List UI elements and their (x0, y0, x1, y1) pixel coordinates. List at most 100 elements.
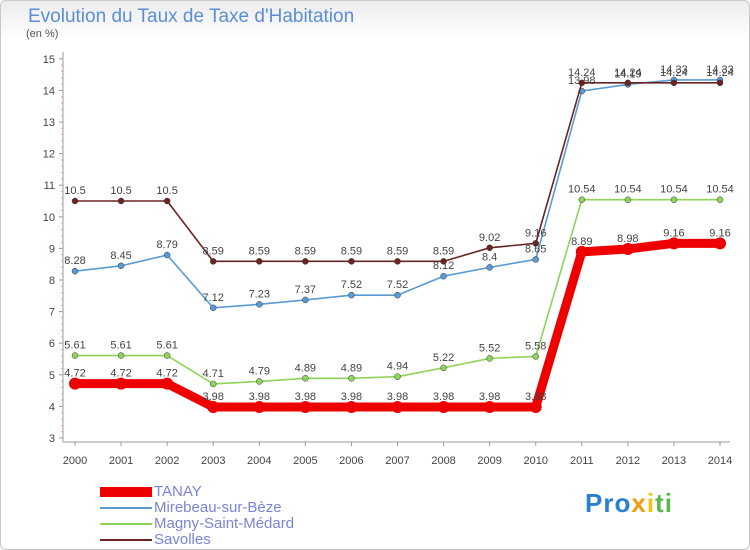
data-label: 10.54 (660, 184, 688, 196)
data-label: 3.98 (479, 391, 500, 403)
data-label: 3.98 (203, 391, 224, 403)
data-point (440, 364, 447, 372)
x-tick-label: 2006 (339, 455, 363, 467)
data-label: 5.61 (156, 340, 177, 352)
chart-title: Evolution du Taux de Taxe d'Habitation (28, 6, 355, 27)
y-tick-label: 13 (43, 117, 55, 129)
data-label: 9.16 (709, 227, 730, 239)
data-label: 4.72 (110, 368, 131, 380)
data-point (209, 258, 217, 265)
legend-swatch (100, 539, 152, 541)
legend-swatch (100, 487, 152, 497)
data-label: 5.61 (64, 340, 85, 352)
data-point (486, 244, 493, 252)
data-point (161, 377, 174, 390)
data-point (486, 264, 493, 271)
data-label: 8.89 (571, 236, 592, 248)
data-point (486, 355, 493, 362)
data-point (624, 196, 632, 203)
data-label: 4.72 (156, 368, 177, 380)
data-label: 5.52 (479, 342, 500, 354)
data-label: 8.79 (156, 239, 177, 251)
data-label: 10.54 (568, 184, 596, 196)
data-point (256, 378, 263, 385)
data-label: 4.89 (341, 362, 362, 374)
chart-unit-label: (en %) (26, 28, 59, 40)
y-tick-label: 14 (43, 85, 55, 97)
data-point (163, 352, 171, 359)
data-point (624, 79, 632, 87)
data-label: 14.24 (660, 67, 688, 79)
legend-label: Magny-Saint-Médard (154, 515, 295, 532)
data-label: 8.59 (295, 245, 316, 257)
data-point (302, 375, 309, 382)
data-label: 8.4 (482, 251, 497, 263)
data-point (394, 258, 401, 265)
legend-label: Savolles (154, 531, 211, 548)
data-point (670, 79, 678, 87)
data-label: 10.54 (614, 184, 642, 196)
data-label: 8.59 (387, 245, 408, 257)
x-tick-label: 2003 (201, 455, 225, 467)
data-label: 3.98 (295, 391, 316, 403)
x-tick-label: 2000 (63, 455, 87, 467)
data-label: 10.54 (706, 184, 734, 196)
data-label: 3.98 (341, 391, 362, 403)
y-tick-label: 5 (49, 370, 55, 382)
data-point (578, 196, 586, 203)
x-tick-label: 2010 (523, 455, 547, 467)
legend-label: Mirebeau-sur-Bèze (154, 499, 282, 516)
data-point (302, 258, 309, 265)
data-point (256, 258, 263, 265)
data-point (71, 352, 79, 359)
y-tick-label: 11 (44, 180, 55, 192)
data-label: 4.71 (203, 368, 224, 380)
data-label: 14.24 (706, 67, 734, 79)
data-label: 9.02 (479, 232, 500, 244)
data-point (440, 258, 447, 265)
data-point (483, 401, 496, 414)
y-tick-label: 15 (43, 54, 55, 66)
data-point (394, 291, 401, 299)
y-tick-label: 10 (43, 212, 55, 224)
data-point (348, 291, 355, 299)
data-point (299, 401, 312, 414)
data-point (115, 377, 128, 390)
data-label: 4.79 (249, 365, 270, 377)
data-label: 14.24 (568, 67, 596, 79)
data-label: 3.98 (433, 391, 454, 403)
data-point (532, 240, 539, 247)
data-point (117, 352, 125, 359)
y-tick-label: 8 (49, 275, 55, 287)
data-point (437, 401, 450, 414)
data-label: 9.16 (525, 227, 546, 239)
data-label: 8.28 (64, 255, 85, 267)
data-label: 5.61 (110, 340, 131, 352)
x-tick-label: 2009 (477, 455, 501, 467)
legend-swatch (100, 507, 152, 509)
data-point (348, 375, 355, 382)
y-tick-label: 3 (49, 433, 55, 445)
data-label: 5.58 (525, 340, 546, 352)
proxiti-logo: Proxiti (585, 488, 673, 518)
data-point (621, 243, 634, 256)
data-label: 10.5 (64, 185, 85, 197)
data-point (670, 196, 678, 203)
x-tick-label: 2001 (109, 455, 133, 467)
data-label: 14.19 (614, 68, 642, 80)
data-label: 3.98 (387, 391, 408, 403)
data-point (578, 79, 586, 87)
legend-swatch (100, 523, 152, 525)
data-point (345, 401, 358, 414)
legend-label: TANAY (154, 483, 202, 500)
data-point (256, 301, 263, 308)
data-point (532, 256, 539, 263)
data-point (714, 237, 726, 250)
data-point (253, 401, 266, 414)
data-label: 14.33 (660, 64, 688, 76)
data-point (394, 373, 401, 380)
data-point (348, 258, 355, 265)
x-tick-label: 2012 (616, 455, 640, 467)
data-point (529, 401, 542, 414)
data-label: 8.59 (433, 245, 454, 257)
